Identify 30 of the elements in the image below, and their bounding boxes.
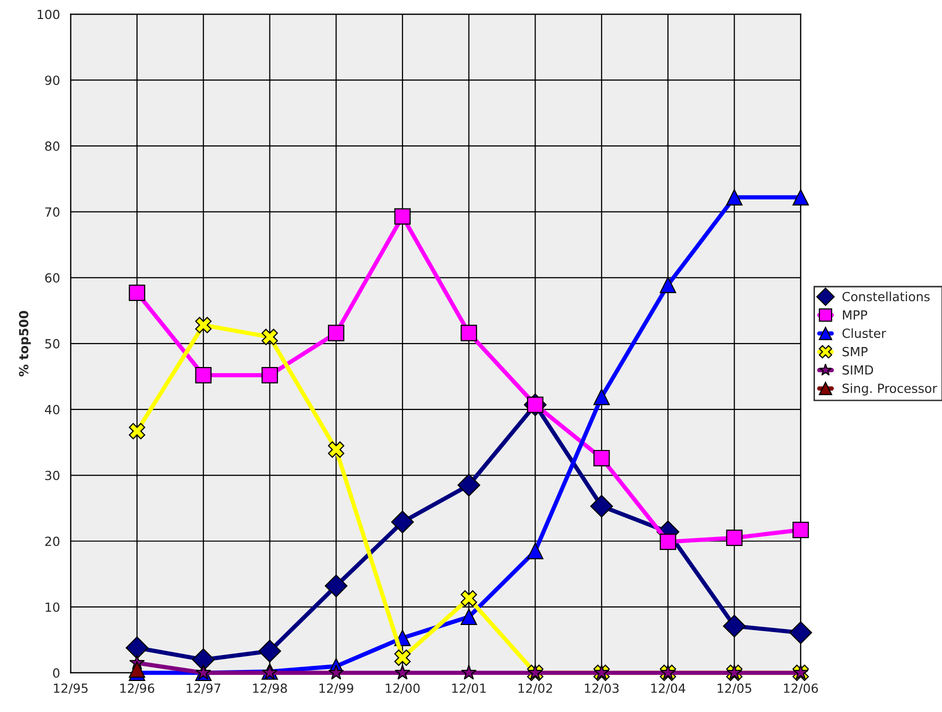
x-tick-label: 12/04 [651,683,686,694]
y-tick-label: 60 [45,273,60,283]
y-tick-label: 30 [45,470,60,480]
y-tick-label: 40 [44,404,60,414]
x-tick-label: 12/95 [54,683,88,694]
x-tick-label: 12/96 [120,683,154,694]
legend-label: MPP [842,310,868,320]
x-tick-label: 12/97 [186,683,220,694]
y-tick-label: 80 [45,141,60,151]
y-tick-label: 20 [45,536,60,546]
x-tick-label: 12/99 [319,683,354,694]
y-tick-label: 50 [45,339,60,348]
y-axis-title: % top500 [18,310,31,376]
legend-label: Sing. Processor [842,383,938,396]
x-tick-label: 12/06 [784,683,818,694]
legend-label: Constellations [842,292,930,302]
x-tick-label: 12/05 [718,683,752,694]
y-tick-label: 90 [45,76,60,86]
y-tick-label: 0 [53,668,60,678]
legend-label: Cluster [842,328,886,338]
x-tick-label: 12/00 [386,683,420,694]
y-tick-label: 70 [45,207,60,217]
y-tick-label: 100 [38,10,60,20]
legend-label: SIMD [842,365,874,375]
x-tick-label: 12/02 [518,683,552,694]
y-tick-label: 10 [46,602,60,612]
legend-label: SMP [842,346,868,356]
x-tick-label: 12/98 [253,683,287,694]
x-tick-label: 12/03 [584,683,619,694]
x-tick-label: 12/01 [452,683,486,694]
